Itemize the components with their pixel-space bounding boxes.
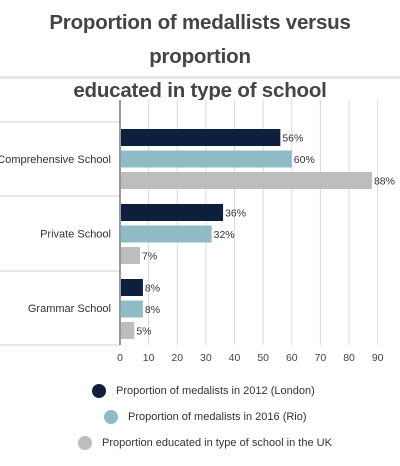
legend-swatch	[78, 436, 92, 450]
bar-private-school-series-2	[121, 225, 212, 243]
legend-swatch	[104, 410, 118, 424]
bar-comprehensive-school-series-2	[121, 150, 292, 168]
data-label: 56%	[282, 133, 303, 145]
data-label: 32%	[214, 229, 235, 241]
bar-comprehensive-school-series-1	[121, 129, 281, 146]
legend-item-3: Proportion educated in type of school in…	[78, 436, 332, 450]
chart-title: Proportion of medallists versus proporti…	[0, 6, 400, 108]
chart-title-line-1: Proportion of medallists versus proporti…	[49, 11, 351, 68]
bar-grammar-school-series-3	[121, 322, 135, 339]
x-tick-label: 50	[257, 352, 269, 364]
bar-chart: 56% 60% 88% Comprehensive School 36% 32% 7% Pri…	[0, 100, 395, 364]
data-label: 36%	[225, 208, 246, 220]
bar-grammar-school-series-2	[121, 300, 143, 318]
x-tick-label: 70	[315, 352, 327, 364]
chart-title-line-2: educated in type of school	[73, 79, 327, 102]
x-tick-label: 80	[343, 352, 355, 364]
bar-comprehensive-school-series-3	[121, 172, 372, 189]
data-label: 8%	[145, 283, 160, 295]
legend-label: Proportion of medalists in 2012 (London)	[116, 385, 315, 397]
bar-grammar-school-series-1	[121, 279, 143, 296]
category-label: Private School	[40, 229, 111, 241]
data-label: 5%	[136, 326, 151, 338]
data-label: 88%	[374, 176, 395, 188]
category-label: Grammar School	[28, 303, 111, 315]
title-divider	[0, 76, 400, 79]
x-tick-label: 90	[372, 352, 384, 364]
legend-label: Proportion educated in type of school in…	[102, 437, 332, 449]
legend-item-2: Proportion of medalists in 2016 (Rio)	[104, 410, 307, 424]
legend-swatch	[92, 384, 106, 398]
x-tick-label: 60	[286, 352, 298, 364]
data-label: 7%	[142, 251, 157, 263]
x-tick-label: 10	[143, 352, 155, 364]
bar-private-school-series-3	[121, 247, 141, 264]
x-tick-label: 40	[229, 352, 241, 364]
legend-item-1: Proportion of medalists in 2012 (London)	[92, 384, 315, 398]
x-tick-label: 0	[117, 352, 123, 364]
bar-private-school-series-1	[121, 204, 224, 221]
data-label: 60%	[294, 154, 315, 166]
data-label: 8%	[145, 304, 160, 316]
x-tick-label: 30	[200, 352, 212, 364]
legend-label: Proportion of medalists in 2016 (Rio)	[128, 411, 307, 423]
x-tick-label: 20	[171, 352, 183, 364]
category-label: Comprehensive School	[0, 154, 111, 166]
